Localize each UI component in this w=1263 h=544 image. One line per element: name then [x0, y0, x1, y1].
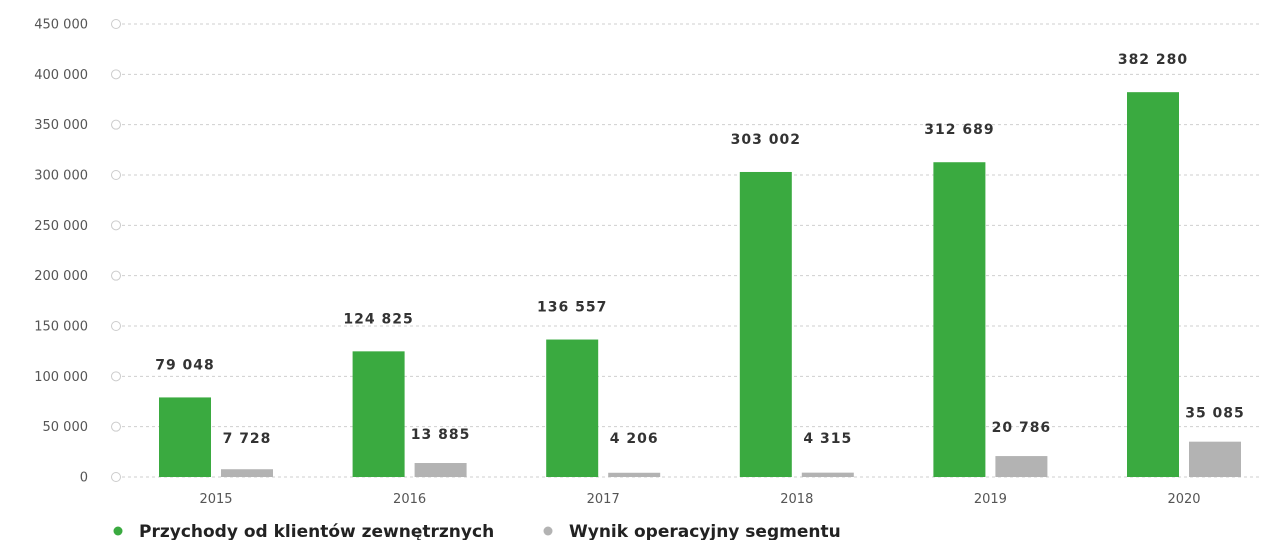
y-tick-marker — [111, 170, 121, 180]
y-tick-label: 300 000 — [34, 169, 88, 184]
data-label-revenue: 312 689 — [924, 122, 994, 138]
bar-revenue — [546, 339, 599, 477]
bar-revenue — [1127, 92, 1179, 478]
y-tick-label: 400 000 — [34, 68, 88, 83]
x-tick-label: 2019 — [974, 492, 1007, 507]
y-tick-label: 150 000 — [34, 320, 88, 335]
y-tick-label: 450 000 — [34, 18, 88, 33]
legend-label-revenue: Przychody od klientów zewnętrznych — [139, 522, 494, 540]
data-label-revenue: 79 048 — [155, 357, 215, 373]
bar-operating-result — [801, 472, 854, 477]
data-label-operating-result: 20 786 — [992, 420, 1052, 436]
x-tick-label: 2018 — [780, 492, 813, 507]
bar-operating-result — [995, 456, 1048, 477]
y-tick-label: 50 000 — [43, 420, 89, 435]
y-tick-marker — [111, 371, 121, 382]
y-tick-label: 200 000 — [34, 269, 88, 284]
y-tick-marker — [111, 421, 121, 432]
legend-marker-revenue — [113, 526, 123, 536]
bar-revenue — [933, 162, 986, 477]
y-tick-marker — [111, 220, 121, 231]
y-tick-label: 0 — [80, 471, 88, 486]
data-label-operating-result: 4 315 — [803, 431, 852, 447]
axis-layer: 0 50 000 100 000 150 000 200 000 250 000 300 0… — [34, 18, 1200, 508]
bar-revenue — [739, 171, 792, 478]
bar-revenue — [352, 351, 405, 477]
bar-operating-result — [221, 469, 273, 477]
bar-operating-result — [414, 463, 467, 477]
x-tick-label: 2017 — [587, 492, 620, 507]
data-label-operating-result: 13 885 — [411, 427, 471, 443]
bar-revenue — [159, 397, 211, 477]
grid-layer — [111, 19, 1262, 482]
y-tick-marker — [111, 19, 121, 29]
legend-marker-operating-result — [543, 526, 553, 536]
y-tick-label: 350 000 — [34, 118, 88, 133]
x-tick-label: 2015 — [199, 492, 232, 507]
bar-operating-result — [608, 472, 661, 477]
data-label-revenue: 136 557 — [537, 300, 607, 316]
y-tick-label: 250 000 — [34, 219, 88, 234]
y-tick-marker — [111, 119, 121, 130]
y-tick-marker — [111, 472, 121, 482]
data-label-operating-result: 7 728 — [223, 431, 272, 447]
data-label-operating-result: 4 206 — [610, 431, 659, 447]
legend: Przychody od klientów zewnętrznych Wynik … — [113, 522, 841, 542]
legend-label-operating-result: Wynik operacyjny segmentu — [569, 522, 841, 540]
data-labels-layer: 79 048 7 728 124 825 13 885 136 557 4 206 303 … — [155, 52, 1245, 447]
x-tick-label: 2016 — [393, 492, 426, 507]
y-tick-label: 100 000 — [34, 370, 88, 385]
y-tick-marker — [111, 321, 121, 331]
data-label-revenue: 124 825 — [343, 311, 413, 327]
data-label-revenue: 303 002 — [731, 132, 801, 148]
data-label-revenue: 382 280 — [1118, 52, 1188, 68]
x-tick-label: 2020 — [1167, 492, 1200, 507]
data-label-operating-result: 35 085 — [1185, 406, 1245, 422]
bars-layer — [159, 92, 1241, 478]
y-tick-marker — [111, 69, 121, 80]
y-tick-marker — [111, 270, 121, 281]
bar-operating-result — [1189, 441, 1241, 477]
